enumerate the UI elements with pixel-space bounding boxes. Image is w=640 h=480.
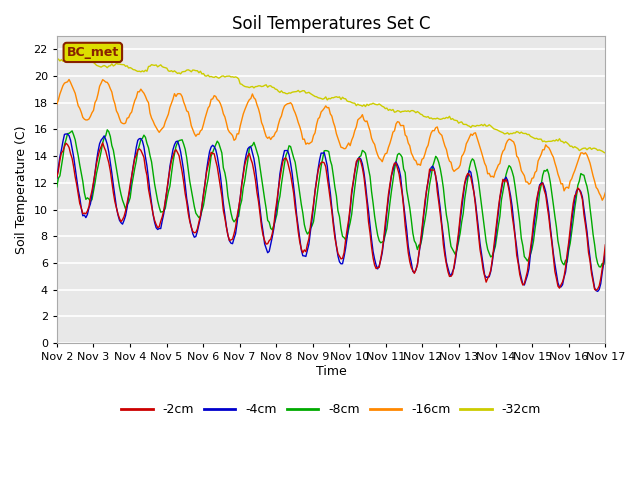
Legend: -2cm, -4cm, -8cm, -16cm, -32cm: -2cm, -4cm, -8cm, -16cm, -32cm [116,398,546,421]
Y-axis label: Soil Temperature (C): Soil Temperature (C) [15,125,28,254]
X-axis label: Time: Time [316,365,346,378]
Text: BC_met: BC_met [67,46,119,59]
Title: Soil Temperatures Set C: Soil Temperatures Set C [232,15,430,33]
